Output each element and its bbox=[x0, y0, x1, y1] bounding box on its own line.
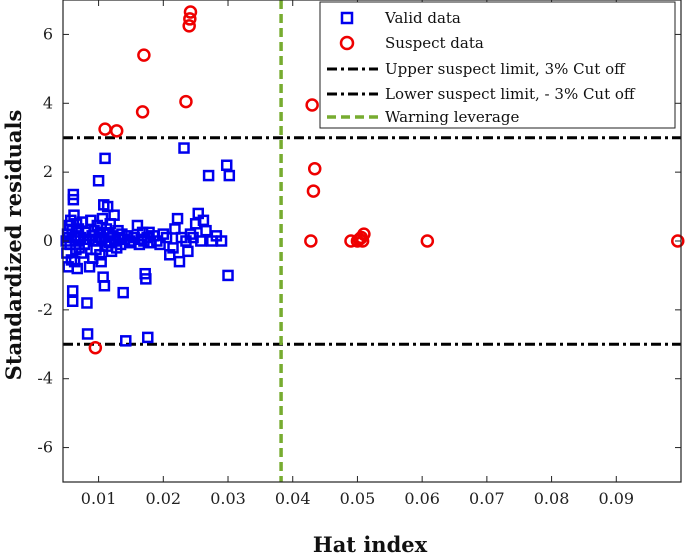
legend-label-lower-limit: Lower suspect limit, - 3% Cut off bbox=[385, 85, 636, 103]
valid-data-point bbox=[178, 142, 190, 154]
valid-data-point bbox=[67, 188, 80, 201]
valid-data-point bbox=[108, 209, 120, 221]
valid-data-point bbox=[120, 335, 132, 347]
suspect-data-point bbox=[355, 234, 370, 248]
valid-data-point bbox=[220, 159, 233, 172]
legend-label-valid: Valid data bbox=[384, 9, 461, 27]
valid-data-point bbox=[200, 224, 212, 237]
y-tick-label: -6 bbox=[37, 438, 53, 457]
suspect-data-points bbox=[88, 5, 685, 355]
valid-data-point bbox=[95, 255, 107, 268]
legend-label-suspect: Suspect data bbox=[385, 34, 484, 52]
valid-data-point bbox=[101, 200, 114, 213]
suspect-data-point bbox=[183, 12, 197, 26]
legend-box bbox=[319, 1, 676, 129]
x-tick-label: 0.03 bbox=[210, 489, 246, 508]
valid-data-point bbox=[154, 238, 166, 251]
valid-data-point bbox=[65, 254, 78, 266]
valid-data-point bbox=[94, 249, 106, 261]
legend-label-warning-leverage: Warning leverage bbox=[385, 108, 519, 126]
suspect-data-point bbox=[109, 124, 124, 138]
suspect-data-point bbox=[137, 48, 151, 62]
valid-data-point bbox=[68, 255, 81, 268]
valid-data-point bbox=[167, 242, 179, 254]
suspect-data-point bbox=[88, 340, 103, 355]
valid-data-point bbox=[92, 175, 105, 187]
valid-data-point bbox=[215, 235, 228, 247]
valid-data-point bbox=[81, 297, 93, 309]
valid-data-point bbox=[81, 328, 94, 340]
suspect-data-point bbox=[135, 105, 150, 119]
valid-data-point bbox=[173, 255, 186, 268]
suspect-data-point bbox=[183, 5, 198, 19]
y-tick-label: 2 bbox=[43, 162, 53, 181]
y-tick-label: -2 bbox=[37, 300, 53, 319]
x-axis: 0.01 0.02 0.03 0.04 0.05 0.06 0.07 0.08 0.09 bbox=[81, 0, 634, 508]
valid-data-point bbox=[66, 285, 79, 297]
valid-data-point bbox=[99, 152, 111, 165]
valid-data-point bbox=[117, 286, 129, 299]
valid-data-point bbox=[169, 223, 181, 235]
valid-data-point bbox=[98, 280, 111, 292]
valid-data-point bbox=[142, 331, 154, 344]
valid-data-point bbox=[195, 235, 207, 247]
suspect-data-point bbox=[182, 19, 196, 33]
reference-lines bbox=[63, 0, 681, 482]
legend: Valid data Suspect data Upper suspect li… bbox=[319, 1, 676, 129]
y-tick-label: 0 bbox=[43, 231, 53, 250]
valid-data-point bbox=[71, 262, 83, 275]
valid-data-point bbox=[202, 169, 215, 182]
valid-data-point bbox=[222, 269, 234, 282]
legend-label-upper-limit: Upper suspect limit, 3% Cut off bbox=[385, 60, 626, 78]
x-tick-label: 0.06 bbox=[404, 489, 440, 508]
suspect-data-point bbox=[671, 234, 685, 248]
y-tick-label: 6 bbox=[43, 24, 53, 43]
y-tick-label: 4 bbox=[43, 93, 53, 112]
valid-data-point bbox=[171, 212, 184, 225]
y-tick-label: -4 bbox=[37, 369, 53, 388]
suspect-data-point bbox=[306, 184, 321, 198]
y-axis-title: Standardized residuals bbox=[1, 110, 26, 381]
x-tick-label: 0.02 bbox=[145, 489, 181, 508]
valid-data-point bbox=[160, 231, 173, 244]
y-axis: -6 -4 -2 0 2 4 6 bbox=[37, 24, 681, 457]
x-tick-label: 0.04 bbox=[275, 489, 311, 508]
valid-data-point bbox=[197, 214, 210, 227]
valid-data-point bbox=[182, 245, 194, 258]
x-tick-label: 0.09 bbox=[598, 489, 634, 508]
valid-data-point bbox=[164, 249, 176, 261]
suspect-data-point bbox=[304, 234, 318, 248]
x-tick-label: 0.01 bbox=[81, 489, 117, 508]
suspect-data-point bbox=[307, 161, 322, 176]
suspect-data-point bbox=[305, 98, 319, 112]
legend-valid-marker bbox=[340, 11, 354, 25]
x-tick-label: 0.07 bbox=[469, 489, 505, 508]
x-axis-title: Hat index bbox=[313, 532, 428, 557]
valid-data-points bbox=[60, 142, 236, 347]
suspect-data-point bbox=[357, 227, 371, 241]
valid-data-point bbox=[66, 295, 79, 307]
suspect-data-point bbox=[179, 94, 193, 109]
valid-data-point bbox=[140, 273, 152, 285]
x-tick-label: 0.05 bbox=[340, 489, 376, 508]
suspect-data-point bbox=[420, 234, 435, 248]
valid-data-point bbox=[223, 169, 236, 182]
x-tick-label: 0.08 bbox=[534, 489, 570, 508]
legend-suspect-marker bbox=[339, 35, 355, 51]
